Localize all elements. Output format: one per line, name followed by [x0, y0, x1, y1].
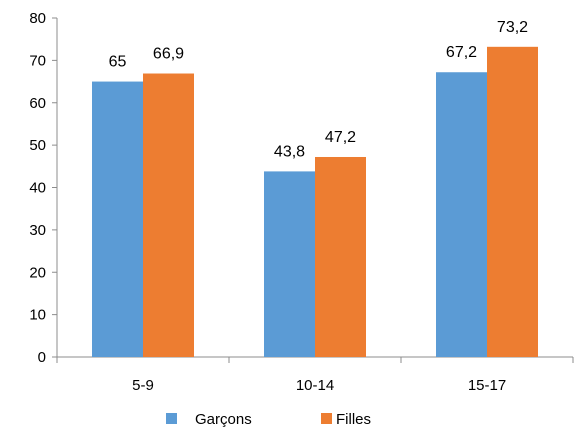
data-label: 65	[109, 54, 127, 71]
legend-label: Garçons	[195, 411, 252, 428]
y-tick-label: 30	[29, 222, 46, 239]
x-tick-label: 5-9	[132, 377, 154, 394]
bar-garcons	[264, 171, 315, 357]
data-label: 73,2	[497, 19, 528, 36]
data-label: 67,2	[446, 44, 477, 61]
y-tick-label: 0	[38, 349, 46, 366]
data-labels: 65 66,9 43,8 47,2 67,2 73,2	[109, 19, 529, 161]
y-tick-label: 50	[29, 137, 46, 154]
y-tick-label: 70	[29, 52, 46, 69]
y-tick-label: 10	[29, 307, 46, 324]
data-label: 43,8	[274, 143, 305, 160]
data-label: 47,2	[325, 129, 356, 146]
bar-filles	[143, 73, 194, 357]
x-axis: 5-9 10-14 15-17	[56, 356, 574, 394]
y-tick-label: 80	[29, 10, 46, 27]
legend-swatch-garcons	[166, 413, 177, 424]
x-tick-label: 15-17	[468, 377, 506, 394]
bar-filles	[315, 156, 366, 357]
bar-garcons	[436, 72, 487, 358]
legend: Garçons Filles	[166, 411, 371, 428]
y-axis: 0 10 20 30 40 50 60 70 80	[29, 10, 58, 366]
y-tick-label: 20	[29, 264, 46, 281]
y-tick-label: 60	[29, 95, 46, 112]
bars	[92, 46, 538, 358]
x-tick-label: 10-14	[296, 377, 334, 394]
bar-garcons	[92, 81, 143, 357]
bar-filles	[487, 46, 538, 357]
y-tick-label: 40	[29, 180, 46, 197]
legend-label: Filles	[336, 411, 371, 428]
data-label: 66,9	[153, 46, 184, 63]
legend-swatch-filles	[321, 413, 332, 424]
